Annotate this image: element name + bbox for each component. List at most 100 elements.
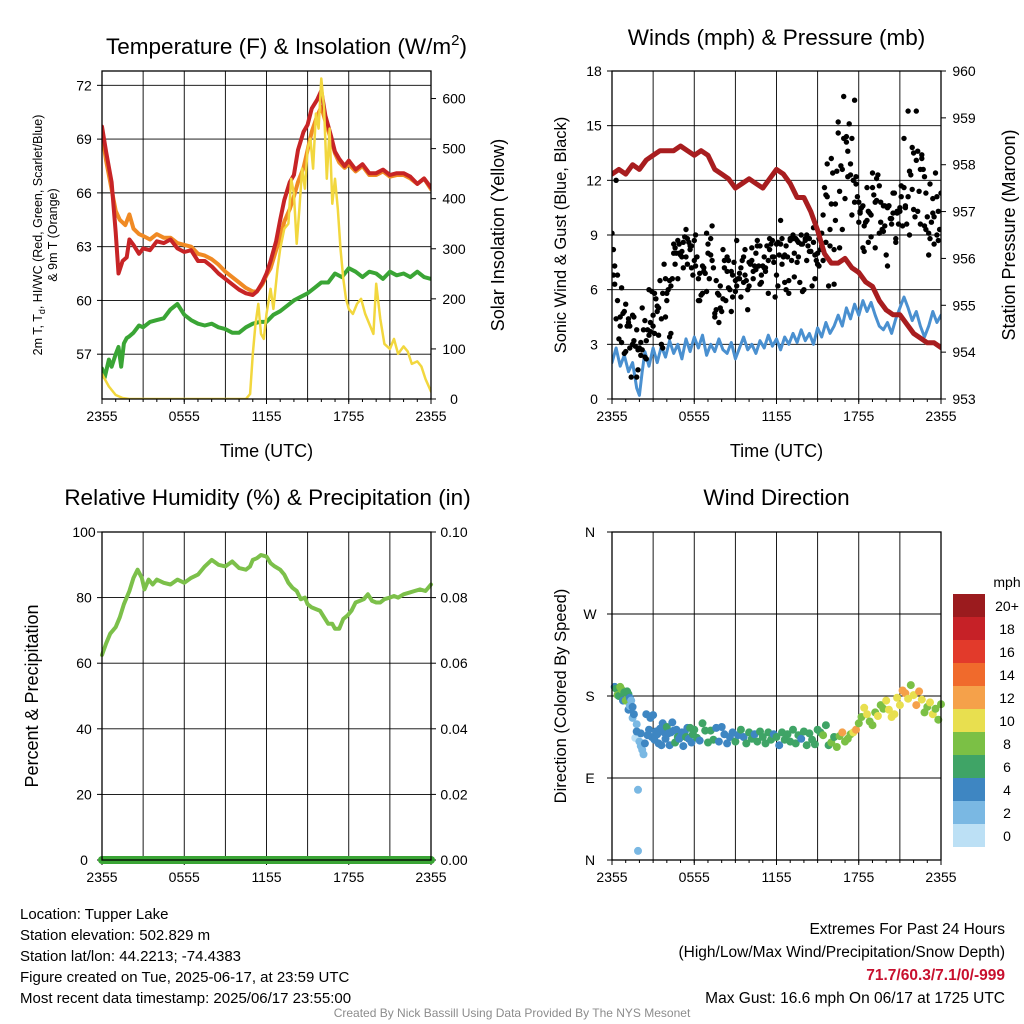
direction-point <box>895 701 904 710</box>
direction-point <box>926 698 934 707</box>
panel-title: Relative Humidity (%) & Precipitation (i… <box>64 485 470 510</box>
gust-point <box>623 301 629 307</box>
y2-tick-label: 0.02 <box>440 786 467 802</box>
legend-swatch <box>953 778 985 801</box>
direction-point <box>628 702 637 711</box>
x-tick-label: 2355 <box>415 408 446 424</box>
gust-point <box>782 279 788 286</box>
gust-point <box>806 235 813 242</box>
gust-point <box>651 290 658 296</box>
gust-point <box>923 190 929 196</box>
direction-point <box>821 721 830 730</box>
gust-point <box>742 246 748 253</box>
y-tick-label: N <box>585 524 595 540</box>
direction-point <box>775 741 784 750</box>
gust-point <box>864 184 870 191</box>
gust-point <box>690 272 696 278</box>
gust-point <box>865 239 871 245</box>
gust-point <box>847 161 854 167</box>
x-tick-label: 2355 <box>86 408 117 424</box>
y2-tick-label: 957 <box>952 204 976 220</box>
legend-label: 4 <box>1003 782 1011 798</box>
series-line-1 <box>102 88 431 297</box>
legend-swatch <box>953 824 985 847</box>
gust-point <box>904 221 910 227</box>
y2-tick-label: 100 <box>442 341 466 357</box>
gust-point <box>613 177 619 183</box>
gust-point <box>703 230 710 236</box>
gust-point <box>791 250 797 256</box>
gust-point <box>775 283 781 289</box>
gust-point <box>665 287 671 293</box>
gust-point <box>734 237 740 244</box>
x-tick-label: 2355 <box>596 408 627 424</box>
gust-point <box>917 221 924 227</box>
panel-title: Wind Direction <box>703 485 849 510</box>
gust-point <box>883 252 889 258</box>
gust-point <box>853 181 859 187</box>
gust-point <box>743 277 749 284</box>
gust-point <box>627 345 633 351</box>
gust-point <box>836 245 843 251</box>
direction-point <box>695 736 704 745</box>
gust-point <box>640 327 647 333</box>
gust-point <box>618 339 625 346</box>
gust-point <box>923 226 929 233</box>
gust-point <box>849 212 855 218</box>
latlon-text: Station lat/lon: 44.2213; -74.4383 <box>20 948 242 965</box>
y2-axis-label: Station Pressure (Maroon) <box>999 129 1019 340</box>
gust-point <box>709 223 715 229</box>
direction-point <box>931 704 940 713</box>
gust-point <box>820 212 826 218</box>
gust-point <box>643 338 649 344</box>
gust-point <box>723 297 729 304</box>
gust-point <box>909 186 915 193</box>
x-tick-label: 2355 <box>925 408 956 424</box>
gust-point <box>694 254 700 260</box>
gust-point <box>612 263 618 269</box>
gust-point <box>612 281 618 287</box>
gust-point <box>716 292 722 298</box>
gust-point <box>705 241 711 247</box>
gust-point <box>875 172 881 178</box>
gust-point <box>766 246 773 253</box>
gust-point <box>680 239 686 245</box>
y-tick-label: 80 <box>76 590 92 606</box>
gust-point <box>934 232 940 238</box>
gust-point <box>765 290 771 296</box>
gust-point <box>749 245 755 251</box>
panel-title: Temperature (F) & Insolation (W/m2) <box>106 32 467 59</box>
direction-point <box>893 693 902 702</box>
gust-point <box>899 223 906 229</box>
gust-point <box>614 272 621 278</box>
gust-point <box>697 270 703 276</box>
gust-point <box>905 108 911 114</box>
y-tick-label: 60 <box>76 292 92 308</box>
gust-point <box>647 328 654 335</box>
gust-point <box>808 248 814 255</box>
y-tick-label: 72 <box>76 77 92 93</box>
gust-point <box>773 272 780 278</box>
direction-point <box>810 740 819 749</box>
y-tick-label: 15 <box>586 118 602 134</box>
gust-point <box>864 217 870 224</box>
speed-legend: mph 20+ 18 16 14 12 10 8 6 4 2 0 <box>953 574 1021 847</box>
direction-point <box>714 737 723 746</box>
y-tick-label: 66 <box>76 185 92 201</box>
legend-label: 6 <box>1003 759 1011 775</box>
gust-point <box>872 245 878 251</box>
gust-point <box>672 245 678 251</box>
gust-point <box>832 217 839 224</box>
extremes-info: Extremes For Past 24 Hours (High/Low/Max… <box>679 918 1006 1010</box>
gust-point <box>621 308 627 315</box>
direction-point <box>805 729 814 738</box>
gust-point <box>655 332 662 338</box>
panel-0: 2355 0555 1155 1755 2355 57 60 63 66 69 72 0 100 200 3… <box>31 32 508 461</box>
gust-point <box>831 281 837 287</box>
gust-point <box>835 119 841 125</box>
gust-point <box>658 316 665 322</box>
y2-tick-label: 960 <box>952 63 976 79</box>
direction-point <box>890 710 899 719</box>
y2-tick-label: 954 <box>952 344 976 360</box>
y2-tick-label: 958 <box>952 157 976 173</box>
